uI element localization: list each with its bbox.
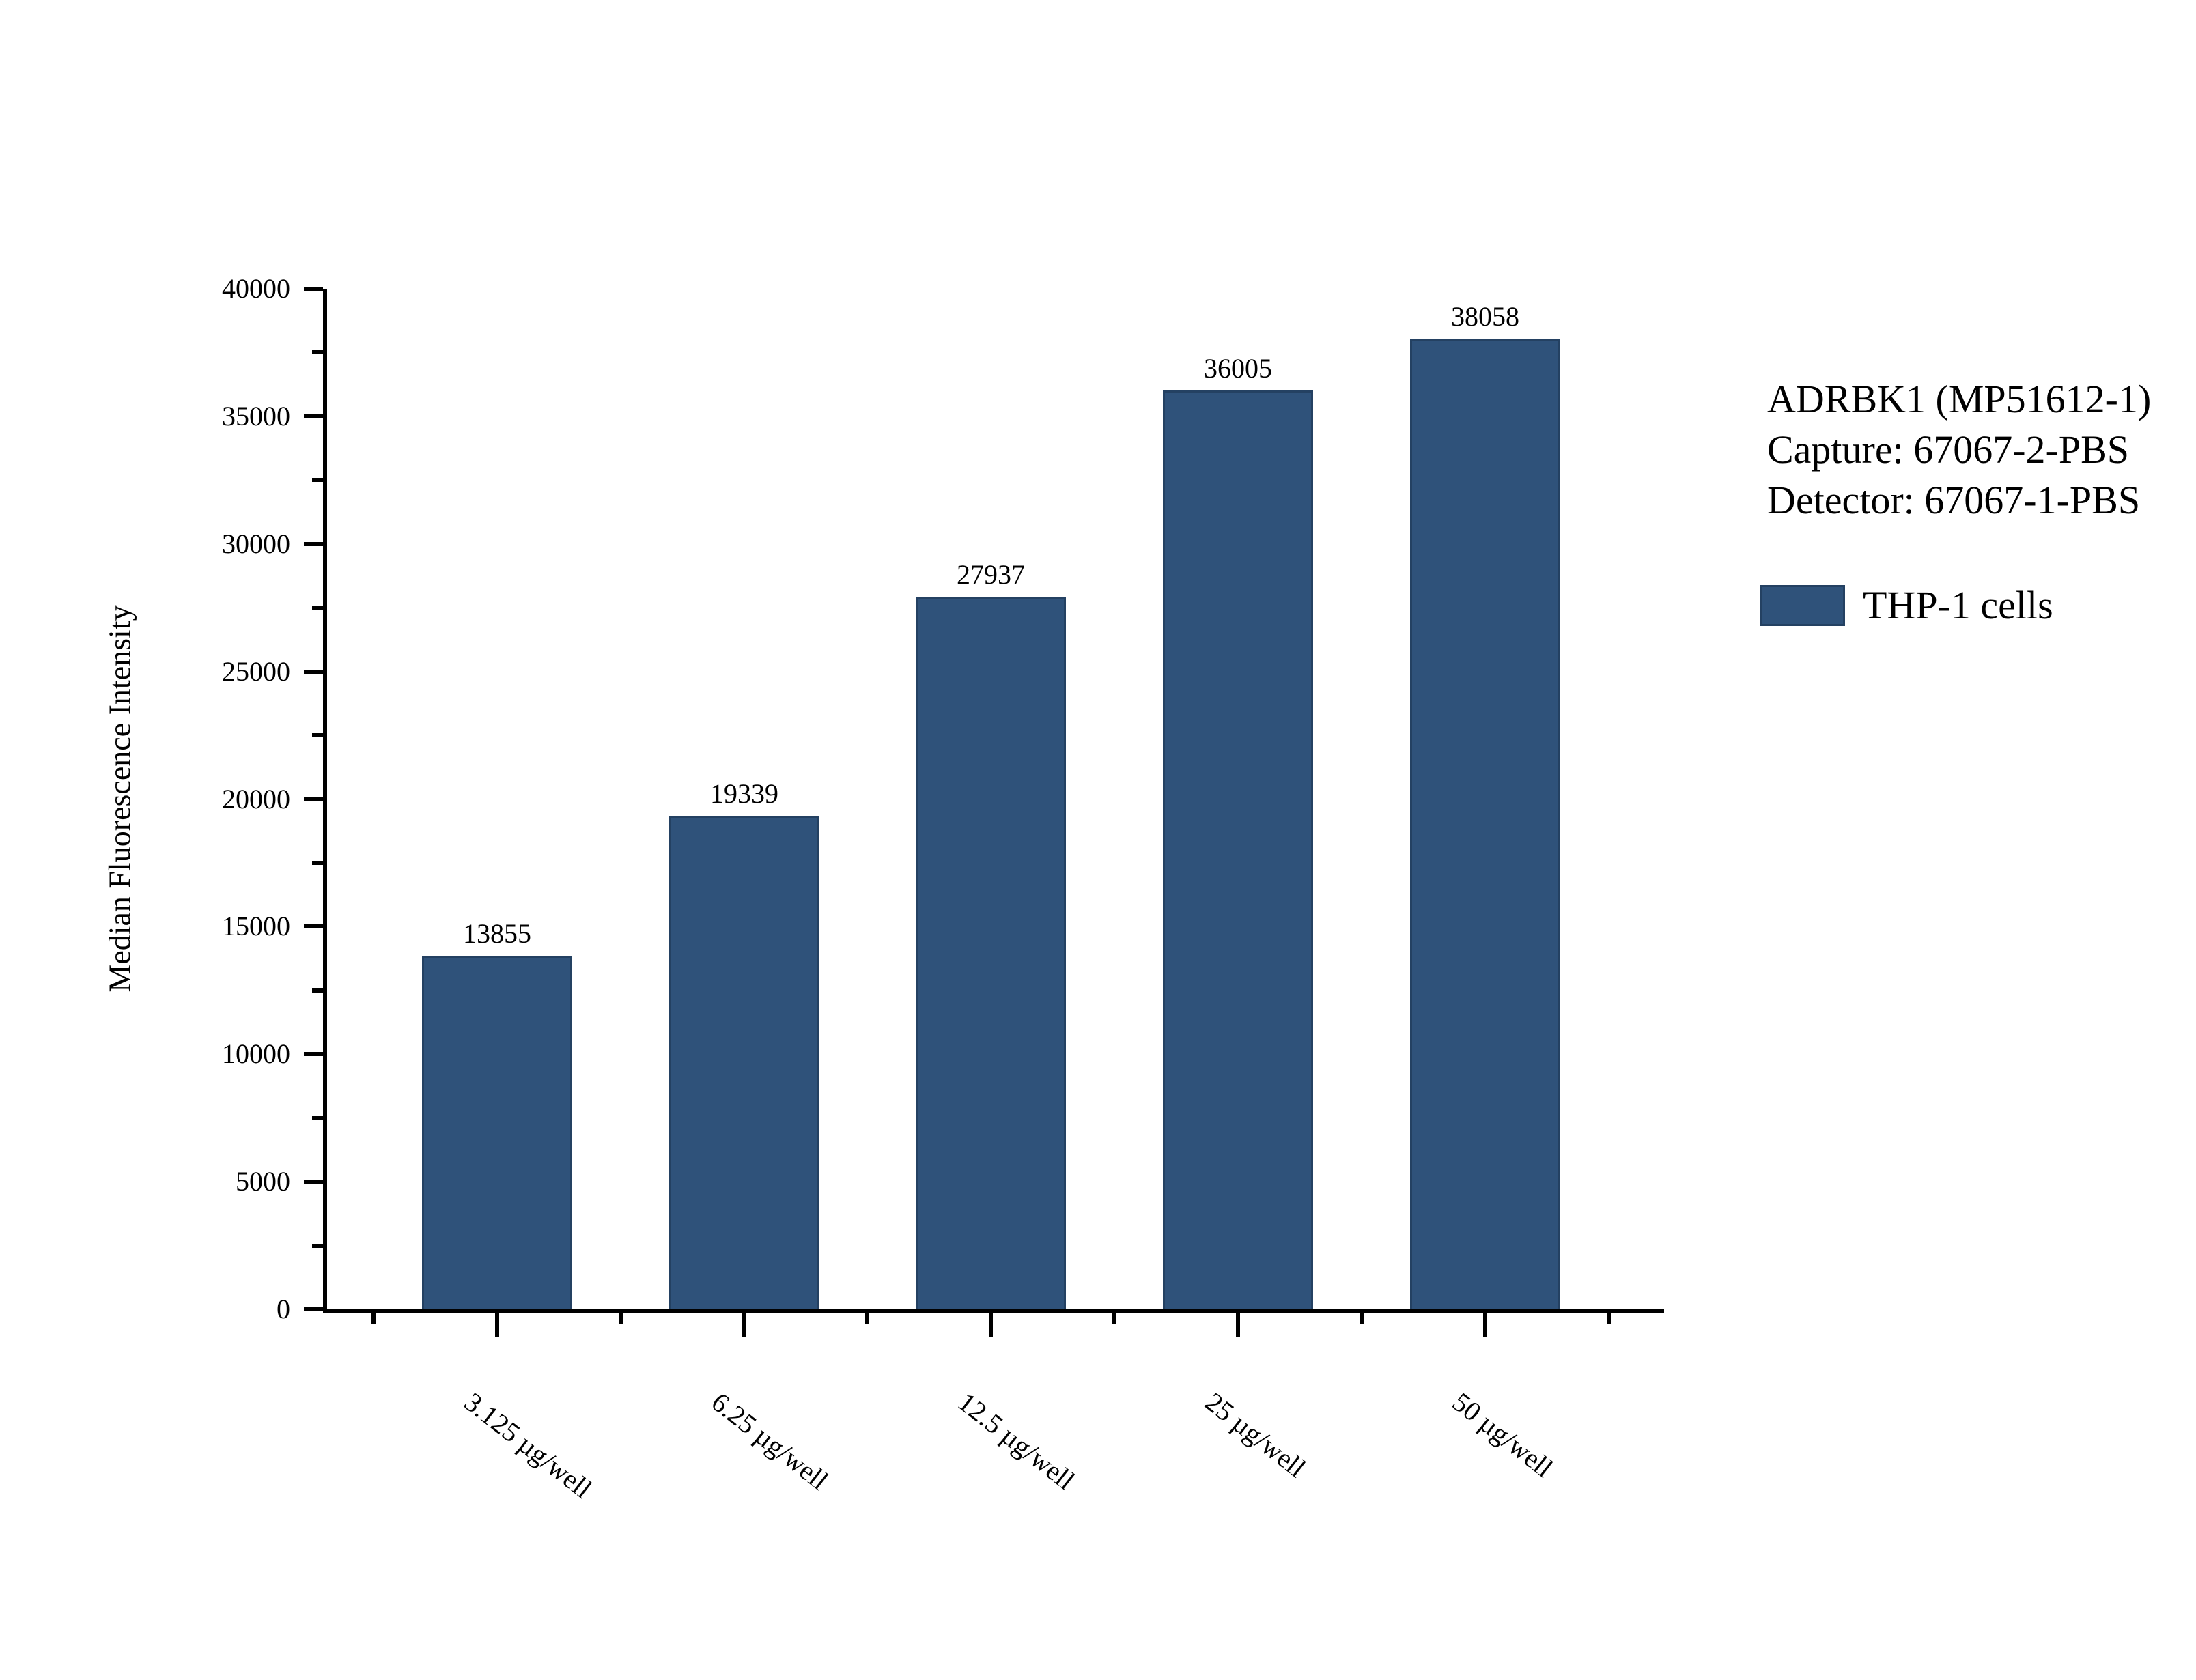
x-category-label: 3.125 µg/well xyxy=(458,1386,598,1505)
x-category-label: 12.5 µg/well xyxy=(952,1386,1081,1496)
y-major-tick xyxy=(304,1052,323,1057)
x-major-tick xyxy=(742,1313,746,1337)
bar-value-label: 38058 xyxy=(1451,300,1519,332)
y-major-tick xyxy=(304,414,323,418)
x-category-label: 50 µg/well xyxy=(1446,1386,1559,1483)
y-tick-label: 15000 xyxy=(222,911,290,942)
bar xyxy=(669,816,819,1309)
y-minor-tick xyxy=(312,350,323,355)
y-tick-label: 10000 xyxy=(222,1038,290,1070)
x-major-tick xyxy=(1483,1313,1487,1337)
y-major-tick xyxy=(304,1307,323,1311)
y-tick-label: 40000 xyxy=(222,273,290,304)
bar xyxy=(1163,390,1313,1309)
x-category-label: 6.25 µg/well xyxy=(705,1386,834,1496)
y-axis-title: Median Fluorescence Intensity xyxy=(102,605,137,993)
y-major-tick xyxy=(304,1180,323,1184)
bar xyxy=(1410,338,1560,1309)
y-major-tick xyxy=(304,287,323,291)
x-minor-tick xyxy=(371,1313,376,1324)
plot-area: 13855 19339 27937 36005 38058 0 5000 10000 1500… xyxy=(222,273,1664,1505)
y-minor-tick xyxy=(312,1115,323,1120)
annotation-capture-line: Capture: 67067-2-PBS xyxy=(1767,427,2130,472)
bar-value-label: 36005 xyxy=(1204,353,1272,384)
y-tick-label: 30000 xyxy=(222,528,290,559)
y-tick-label: 20000 xyxy=(222,783,290,814)
x-major-tick xyxy=(989,1313,993,1337)
y-minor-tick xyxy=(312,1243,323,1248)
y-major-tick xyxy=(304,541,323,546)
bar-value-label: 19339 xyxy=(710,778,778,810)
y-tick-label: 25000 xyxy=(222,655,290,687)
x-minor-tick xyxy=(1607,1313,1611,1324)
y-minor-tick xyxy=(312,606,323,610)
legend: THP-1 cells xyxy=(1760,582,2053,628)
bar xyxy=(916,596,1066,1309)
y-minor-tick xyxy=(312,733,323,738)
annotation-target-line: ADRBK1 (MP51612-1) xyxy=(1767,377,2152,421)
y-tick-label: 0 xyxy=(277,1294,290,1324)
annotation-detector-line: Detector: 67067-1-PBS xyxy=(1767,478,2141,522)
y-minor-tick xyxy=(312,988,323,993)
x-major-tick xyxy=(495,1313,499,1337)
bar-value-label: 13855 xyxy=(463,918,531,950)
y-tick-label: 35000 xyxy=(222,400,290,431)
annotation-block: ADRBK1 (MP51612-1) Capture: 67067-2-PBS … xyxy=(1767,374,2151,526)
legend-swatch xyxy=(1760,584,1845,626)
x-minor-tick xyxy=(619,1313,623,1324)
bar xyxy=(422,956,572,1309)
x-minor-tick xyxy=(1360,1313,1364,1324)
y-tick-label: 5000 xyxy=(236,1166,290,1197)
x-major-tick xyxy=(1236,1313,1240,1337)
x-minor-tick xyxy=(1112,1313,1116,1324)
y-minor-tick xyxy=(312,478,323,483)
x-minor-tick xyxy=(865,1313,869,1324)
legend-label: THP-1 cells xyxy=(1863,583,2053,627)
x-category-label: 25 µg/well xyxy=(1199,1386,1312,1483)
bar-value-label: 27937 xyxy=(957,558,1025,590)
y-major-tick xyxy=(304,924,323,929)
y-major-tick xyxy=(304,797,323,801)
y-major-tick xyxy=(304,669,323,674)
y-minor-tick xyxy=(312,860,323,865)
